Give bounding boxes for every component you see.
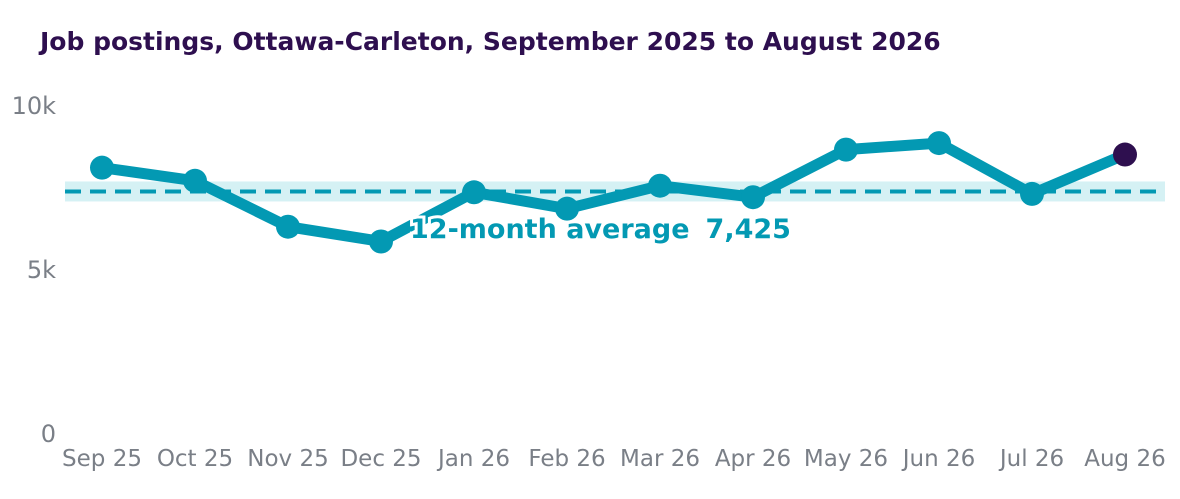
y-tick-label: 0 [41, 420, 56, 448]
point [741, 185, 765, 210]
point [1113, 142, 1137, 167]
x-tick-label: Dec 25 [340, 446, 421, 472]
chart-title: Job postings, Ottawa-Carleton, September… [38, 27, 941, 56]
x-tick-label: Jun 26 [901, 446, 976, 472]
average-annotation: 12-month average 7,425 [410, 214, 791, 245]
average-label: 12-month average [410, 214, 690, 245]
point [90, 155, 114, 180]
x-tick-label: Sep 25 [62, 446, 142, 472]
point [1020, 181, 1044, 206]
y-tick-label: 10k [12, 92, 57, 120]
point [834, 137, 858, 162]
x-tick-label: Aug 26 [1084, 446, 1166, 472]
x-tick-label: May 26 [804, 446, 888, 472]
point [927, 131, 951, 156]
point [648, 173, 672, 198]
point [555, 196, 579, 221]
x-tick-label: Apr 26 [715, 446, 791, 472]
x-tick-label: Feb 26 [528, 446, 605, 472]
x-tick-label: Jul 26 [998, 446, 1064, 472]
x-tick-label: Mar 26 [620, 446, 700, 472]
y-tick-label: 5k [27, 256, 56, 284]
x-tick-label: Jan 26 [436, 446, 510, 472]
point [369, 229, 393, 254]
x-tick-label: Oct 25 [157, 446, 233, 472]
point [183, 168, 207, 193]
x-tick-label: Nov 25 [247, 446, 328, 472]
average-value: 7,425 [706, 214, 791, 245]
point [462, 180, 486, 205]
point [276, 214, 300, 239]
series-line [101, 137, 1128, 247]
